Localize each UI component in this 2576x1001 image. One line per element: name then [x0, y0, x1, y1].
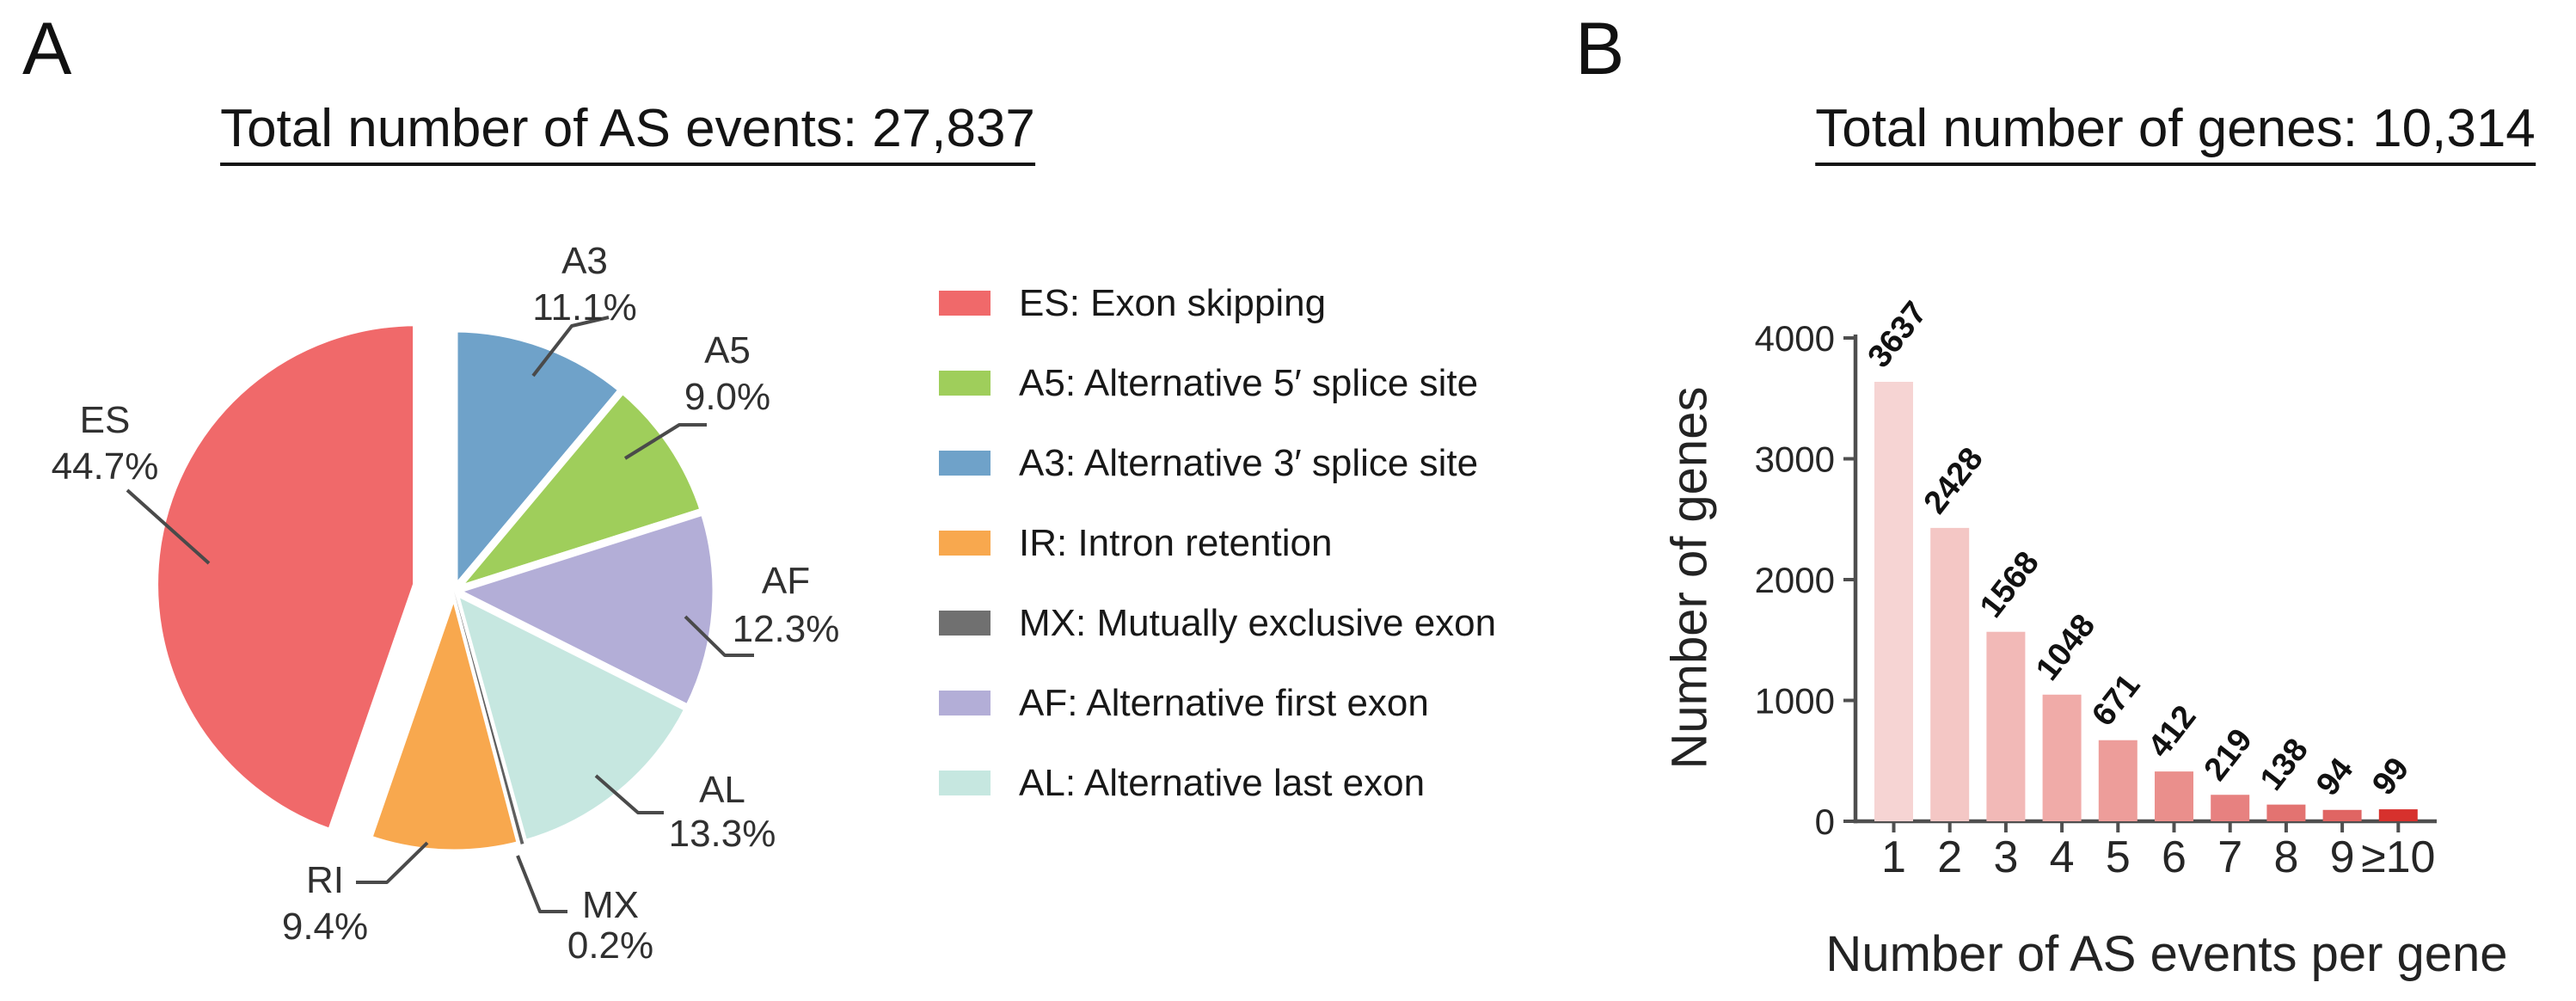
bar-xtick-label-1: 1 — [1881, 832, 1906, 882]
bar-xtick-label-8: 8 — [2273, 832, 2298, 882]
pie-slice-A5 — [450, 385, 708, 595]
legend-label-A5: A5: Alternative 5′ splice site — [1019, 361, 1479, 404]
panel-a-letter: A — [22, 8, 72, 90]
pie-leader-ES — [126, 488, 211, 565]
bar-7 — [2211, 795, 2250, 821]
legend-item-AF: AF: Alternative first exon — [939, 663, 1496, 743]
legend-swatch-IR — [939, 531, 991, 556]
bar-4 — [2042, 694, 2082, 821]
pie-label-A3-name: A3 — [561, 240, 608, 282]
bar-xtick-label-2: 2 — [1937, 832, 1962, 882]
bar-value-label-2: 2428 — [1917, 441, 1990, 520]
legend-item-IR: IR: Intron retention — [939, 503, 1496, 583]
bar-xtick-label-4: 4 — [2050, 832, 2075, 882]
legend-item-MX: MX: Mutually exclusive exon — [939, 583, 1496, 663]
pie-label-RI-name: RI — [306, 859, 344, 901]
bar-ytick-label-3000: 3000 — [1755, 439, 1835, 480]
bar-value-label-7: 219 — [2198, 722, 2260, 788]
bar-xtick-label-9: 9 — [2330, 832, 2355, 882]
bar-9 — [2322, 809, 2362, 821]
bar-value-label-5: 671 — [2085, 667, 2147, 733]
bar-value-label-8: 138 — [2254, 732, 2315, 797]
pie-label-AF-pct: 12.3% — [733, 608, 840, 650]
legend-item-ES: ES: Exon skipping — [939, 263, 1496, 343]
legend-swatch-A3 — [939, 451, 991, 476]
bar-xtick-label-3: 3 — [1993, 832, 2018, 882]
pie-label-A3-pct: 11.1% — [532, 286, 637, 329]
legend-label-ES: ES: Exon skipping — [1019, 281, 1327, 324]
legend-label-IR: IR: Intron retention — [1019, 521, 1333, 564]
bar-xtick-label-5: 5 — [2106, 832, 2131, 882]
pie-leader-MX — [516, 855, 567, 913]
pie-label-MX-name: MX — [582, 884, 639, 926]
bar-value-label-4: 1048 — [2029, 608, 2102, 687]
legend-swatch-AL — [939, 771, 991, 795]
pie-leader-AF — [684, 615, 754, 657]
bar-8 — [2266, 804, 2306, 821]
legend-swatch-ES — [939, 291, 991, 316]
legend-label-MX: MX: Mutually exclusive exon — [1019, 601, 1497, 644]
pie-leader-RI — [356, 841, 429, 884]
pie-label-AL-pct: 13.3% — [669, 813, 776, 855]
legend-label-AL: AL: Alternative last exon — [1019, 761, 1426, 804]
panel-a-title: Total number of AS events: 27,837 — [220, 99, 1035, 167]
pie-label-AL-name: AL — [699, 769, 745, 811]
legend-swatch-A5 — [939, 371, 991, 396]
bar-ytick-label-0: 0 — [1815, 801, 1835, 842]
bar-1 — [1874, 382, 1913, 821]
pie-leader-AL — [594, 774, 664, 814]
pie-label-AF-name: AF — [762, 560, 810, 602]
pie-leader-A3 — [531, 316, 610, 378]
pie-slice-A3 — [450, 324, 627, 595]
bar-value-label-6: 412 — [2141, 699, 2203, 765]
bar-≥10 — [2378, 809, 2418, 821]
bar-xaxis-title: Number of AS events per gene — [1825, 926, 2508, 982]
legend-swatch-AF — [939, 691, 991, 715]
legend-label-A3: A3: Alternative 3′ splice site — [1019, 441, 1479, 484]
legend-swatch-MX — [939, 611, 991, 636]
bar-value-label-9: 94 — [2309, 752, 2360, 802]
pie-slice-MX — [454, 591, 524, 844]
pie-slice-AF — [450, 507, 721, 713]
legend-item-AL: AL: Alternative last exon — [939, 743, 1496, 823]
pie-label-ES-name: ES — [80, 399, 131, 441]
pie-legend: ES: Exon skipping A5: Alternative 5′ spli… — [939, 263, 1496, 823]
bar-5 — [2098, 740, 2137, 821]
panel-b-title-text: Total number of genes: 10,314 — [1815, 99, 2536, 167]
pie-slice-ES — [150, 318, 421, 837]
bar-value-label-3: 1568 — [1973, 545, 2046, 624]
pie-label-A5-name: A5 — [704, 329, 751, 372]
bar-ytick-label-4000: 4000 — [1755, 318, 1835, 359]
bar-xtick-label-7: 7 — [2217, 832, 2242, 882]
panel-a-title-text: Total number of AS events: 27,837 — [220, 99, 1035, 167]
bar-xtick-label-≥10: ≥10 — [2361, 832, 2435, 882]
pie-leader-A5 — [623, 423, 707, 460]
legend-item-A3: A3: Alternative 3′ splice site — [939, 423, 1496, 503]
bar-ytick-label-1000: 1000 — [1755, 681, 1835, 722]
bar-3 — [1986, 631, 2026, 821]
pie-slice-RI — [364, 586, 525, 857]
legend-item-A5: A5: Alternative 5′ splice site — [939, 343, 1496, 423]
bar-yaxis-title: Number of genes — [1661, 386, 1718, 770]
pie-slice-AL — [450, 586, 693, 848]
pie-label-ES-pct: 44.7% — [52, 445, 159, 488]
bar-value-label-≥10: 99 — [2365, 751, 2416, 801]
pie-label-A5-pct: 9.0% — [684, 376, 770, 418]
legend-label-AF: AF: Alternative first exon — [1019, 681, 1429, 724]
bar-value-label-1: 3637 — [1861, 295, 1934, 374]
panel-b-title: Total number of genes: 10,314 — [1815, 99, 2536, 167]
panel-b-letter: B — [1575, 8, 1625, 90]
bar-6 — [2155, 771, 2193, 821]
bar-xtick-label-6: 6 — [2162, 832, 2187, 882]
bar-ytick-label-2000: 2000 — [1755, 560, 1835, 600]
pie-label-MX-pct: 0.2% — [567, 924, 653, 967]
bar-2 — [1930, 527, 1970, 821]
pie-label-RI-pct: 9.4% — [282, 906, 368, 948]
